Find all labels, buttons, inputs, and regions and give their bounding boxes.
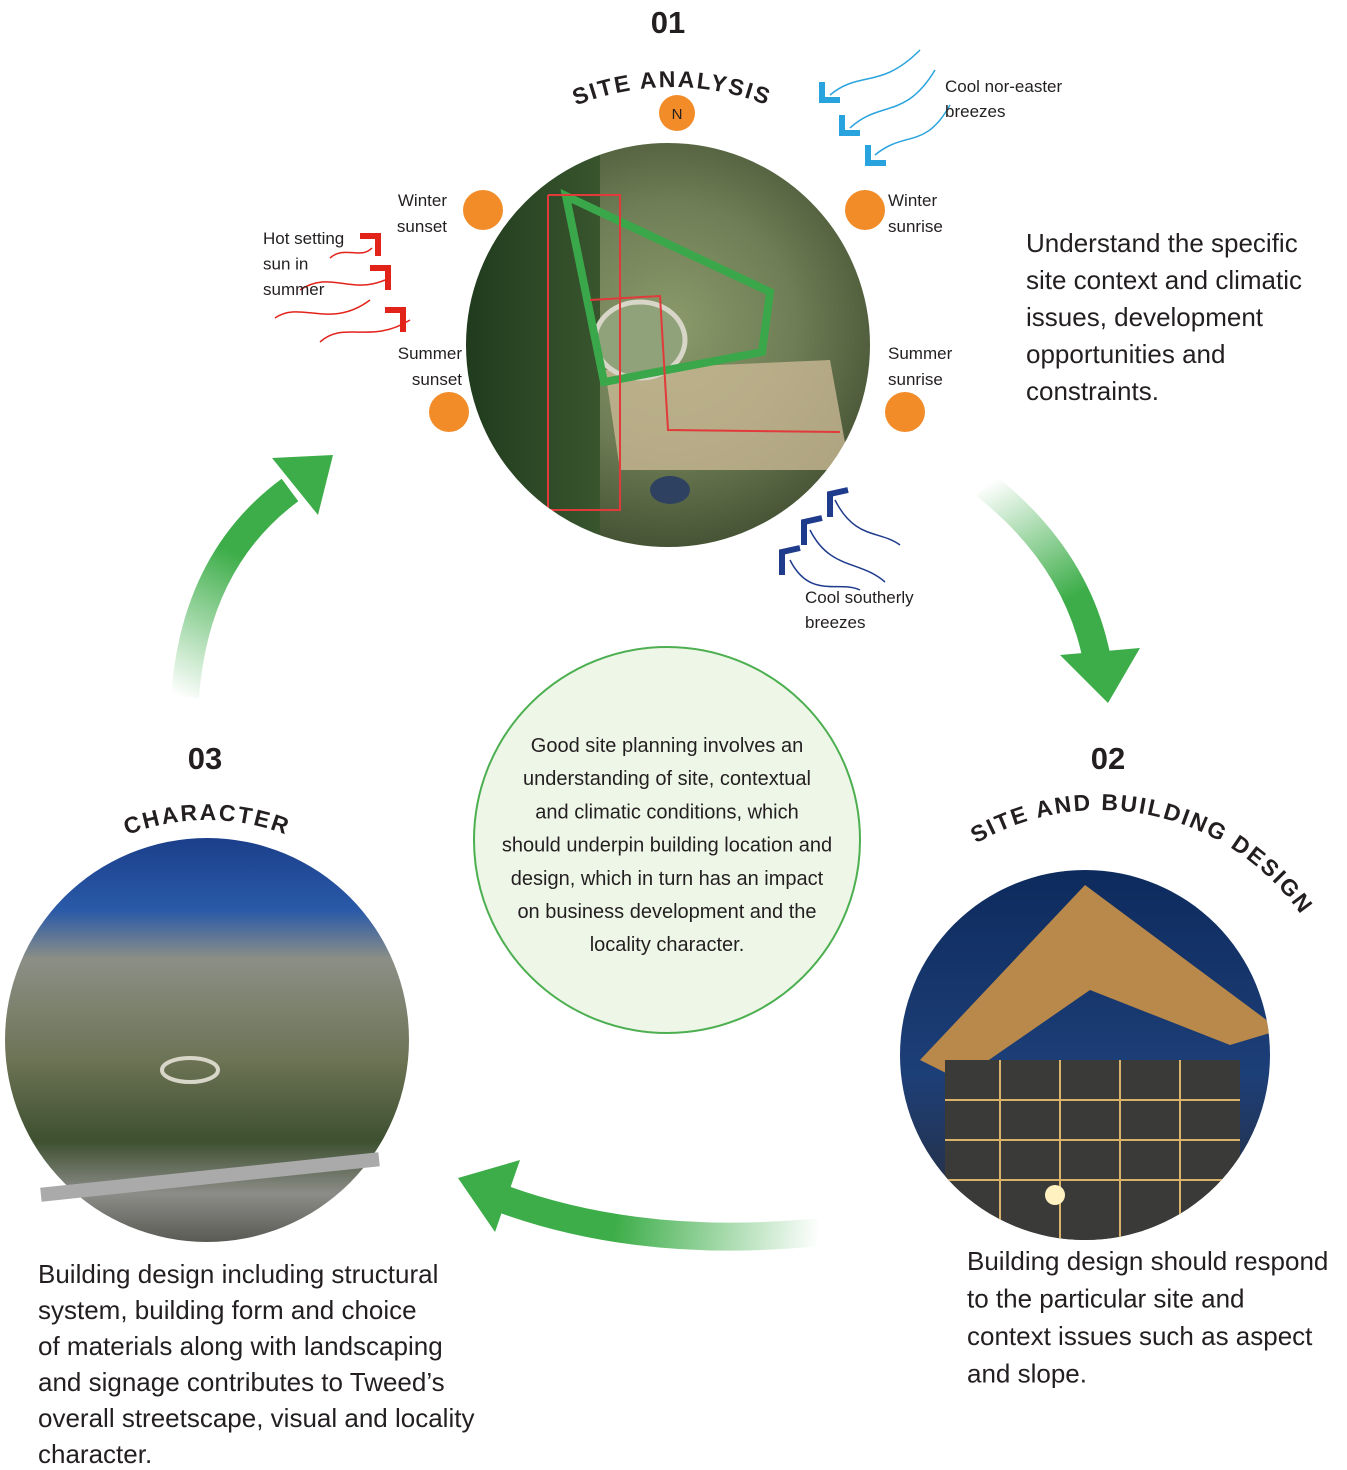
sun: [463, 190, 503, 230]
site-label: Winter: [398, 191, 447, 210]
step-description: to the particular site and: [967, 1284, 1245, 1314]
step-description: and signage contributes to Tweed’s: [38, 1367, 445, 1397]
step-description: character.: [38, 1439, 152, 1469]
step-description: opportunities and: [1026, 339, 1225, 369]
site-label: Winter: [888, 191, 937, 210]
step-description: of materials along with landscaping: [38, 1331, 443, 1361]
step-description: and slope.: [967, 1359, 1087, 1389]
site-label: sunset: [397, 217, 447, 236]
site-label: sunset: [412, 370, 462, 389]
site-label: Summer: [888, 344, 953, 363]
summary-text: understanding of site, contextual: [523, 768, 811, 790]
summary-text: Good site planning involves an: [531, 735, 803, 757]
step-number: 01: [651, 5, 685, 40]
site-label: sunrise: [888, 370, 943, 389]
site-label: breezes: [805, 613, 865, 632]
north-label: N: [672, 106, 683, 123]
step-description: context issues such as aspect: [967, 1321, 1313, 1351]
site-label: sunrise: [888, 217, 943, 236]
summary-text: design, which in turn has an impact: [511, 868, 824, 890]
step-description: site context and climatic: [1026, 265, 1302, 295]
step-number: 03: [188, 741, 222, 776]
site-label: summer: [263, 280, 325, 299]
step-description: issues, development: [1026, 302, 1264, 332]
arrow-body: [500, 1198, 820, 1237]
step-title-text: CHARACTER: [120, 799, 294, 840]
step-number: 02: [1091, 741, 1125, 776]
arrow-body: [985, 485, 1098, 665]
summary-text: and climatic conditions, which: [535, 801, 798, 823]
step-description: overall streetscape, visual and locality: [38, 1403, 474, 1433]
site-label: Hot setting: [263, 229, 344, 248]
site-label: sun in: [263, 255, 308, 274]
step-description: system, building form and choice: [38, 1295, 417, 1325]
arrow-head: [1060, 648, 1140, 703]
site-label: Cool nor-easter: [945, 77, 1063, 96]
summary-text: should underpin building location and: [502, 835, 832, 857]
step-description: constraints.: [1026, 376, 1159, 406]
building-photo: [895, 865, 1280, 1245]
diagram: SITE ANALYSIS SITE AND BUILDING DESIGN C…: [0, 0, 1347, 1470]
summary-text: on business development and the: [517, 901, 816, 923]
sun: [429, 392, 469, 432]
site-label: breezes: [945, 102, 1005, 121]
step-title: CHARACTER: [120, 799, 294, 840]
step-description: Building design should respond: [967, 1246, 1328, 1276]
arrow-body: [185, 490, 290, 697]
site-label: Cool southerly: [805, 588, 914, 607]
step-description: Building design including structural: [38, 1259, 438, 1289]
sun: [845, 190, 885, 230]
site-label: Summer: [398, 344, 463, 363]
summary-text: locality character.: [590, 934, 745, 956]
site-photo: [460, 140, 880, 550]
sun: [885, 392, 925, 432]
page: SITE ANALYSIS SITE AND BUILDING DESIGN C…: [0, 0, 1347, 1470]
step-description: Understand the specific: [1026, 228, 1298, 258]
